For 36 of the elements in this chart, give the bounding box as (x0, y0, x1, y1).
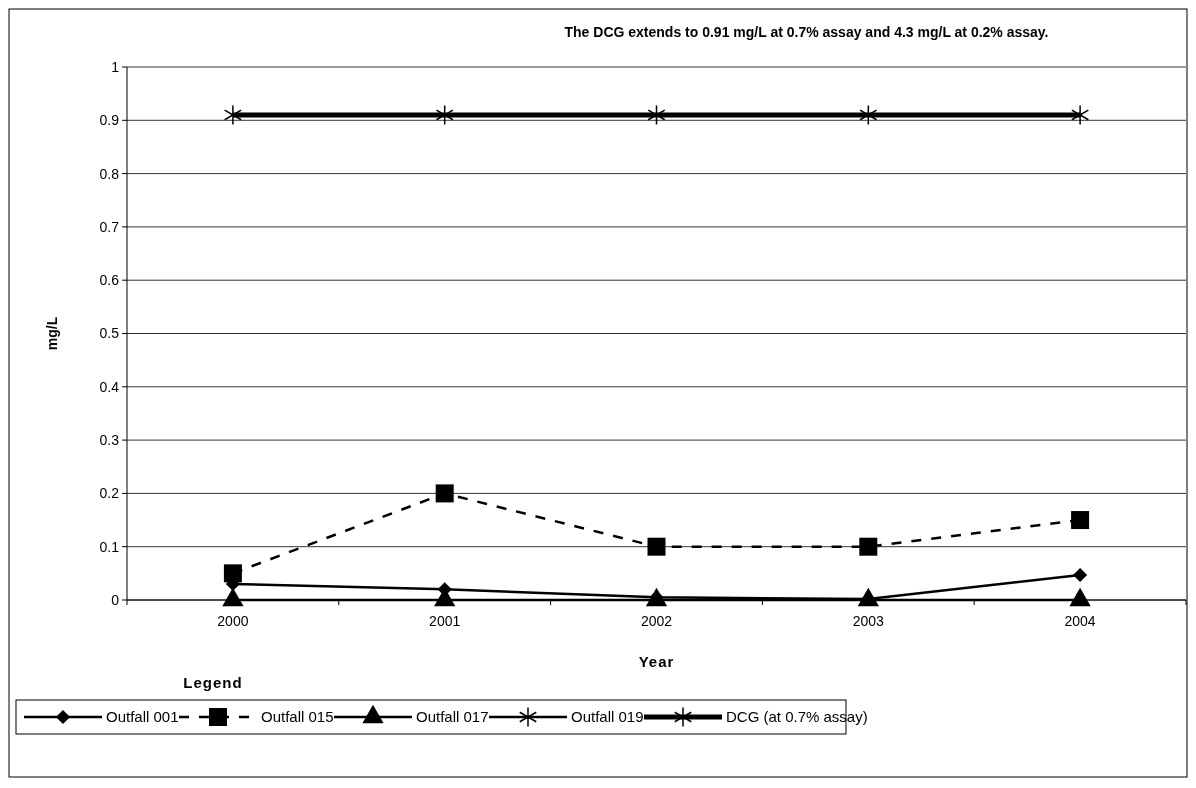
point (223, 104, 242, 126)
y-tick-label: 1 (111, 58, 120, 75)
y-tick-label: 0.3 (99, 432, 120, 448)
point (1071, 104, 1090, 126)
point (435, 484, 454, 503)
y-tick-label: 0.8 (99, 165, 120, 182)
legend-label: Outfall 001 (106, 708, 179, 726)
y-axis-title: mg/L (44, 316, 60, 351)
x-tick-label: 2002 (640, 613, 673, 629)
point (1071, 511, 1090, 530)
y-tick-label: 0.5 (99, 325, 120, 342)
legend-title: Legend (183, 674, 243, 691)
y-tick-label: 0.4 (99, 378, 120, 395)
point (859, 537, 878, 556)
point (647, 104, 666, 126)
legend-label: Outfall 015 (261, 708, 334, 726)
text: The DCG extends to 0.91 mg/L at 0.7% assay and 4.3 mg/L at 0.2% assay. (564, 24, 1049, 40)
legend-label: Outfall 017 (416, 708, 489, 726)
x-tick-label: 2003 (852, 613, 885, 629)
y-tick-label: 0 (111, 591, 120, 608)
point (859, 104, 878, 126)
x-axis-title: Year (638, 653, 675, 670)
y-tick-label: 0.2 (99, 485, 120, 502)
point (223, 564, 242, 583)
point (1073, 567, 1088, 583)
point (647, 537, 666, 556)
x-tick-label: 2000 (217, 613, 249, 629)
y-tick-label: 0.1 (99, 538, 120, 555)
legend-label: Outfall 019 (571, 708, 644, 726)
point (435, 104, 454, 126)
y-tick-label: 0.6 (99, 272, 120, 289)
x-tick-label: 2001 (429, 613, 461, 629)
legend-label: DCG (at 0.7% assay) (726, 708, 868, 726)
y-tick-label: 0.9 (99, 112, 120, 129)
y-tick-label: 0.7 (99, 218, 120, 235)
x-tick-label: 2004 (1064, 613, 1096, 629)
